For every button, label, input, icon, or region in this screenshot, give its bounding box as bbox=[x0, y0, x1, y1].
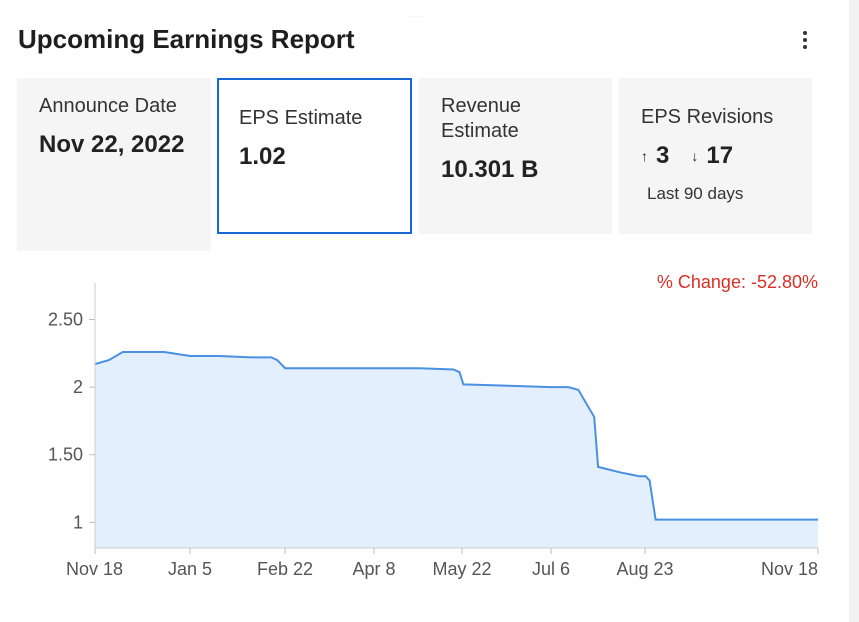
revisions-down-count: 17 bbox=[706, 142, 734, 169]
eps-revisions-counts: ↑ 3 ↓ 17 bbox=[641, 142, 792, 170]
x-tick-label: Jul 6 bbox=[532, 559, 570, 579]
x-tick-label: Jan 5 bbox=[168, 559, 212, 579]
revenue-estimate-label: Revenue Estimate bbox=[441, 95, 522, 142]
eps-estimate-label: EPS Estimate bbox=[239, 107, 363, 129]
revenue-estimate-card[interactable]: Revenue Estimate 10.301 B bbox=[419, 78, 612, 234]
announce-date-value: Nov 22, 2022 bbox=[39, 131, 185, 158]
x-tick-label: Feb 22 bbox=[257, 559, 313, 579]
revenue-estimate-value: 10.301 B bbox=[441, 156, 539, 183]
arrow-up-icon: ↑ bbox=[641, 148, 648, 164]
x-tick-label: Apr 8 bbox=[352, 559, 395, 579]
y-tick-label: 1.50 bbox=[48, 445, 83, 465]
revisions-period: Last 90 days bbox=[647, 184, 744, 203]
percent-change: % Change: -52.80% bbox=[656, 272, 818, 292]
announce-date-card[interactable]: Announce Date Nov 22, 2022 bbox=[17, 78, 211, 251]
drag-handle-icon[interactable]: ··· bbox=[410, 11, 423, 22]
more-options-button[interactable] bbox=[790, 24, 820, 56]
y-tick-label: 2.50 bbox=[48, 310, 83, 330]
x-tick-label: May 22 bbox=[432, 559, 491, 579]
eps-revisions-label: EPS Revisions bbox=[641, 106, 774, 128]
announce-date-label: Announce Date bbox=[39, 95, 177, 117]
eps-revisions-card[interactable]: EPS Revisions ↑ 3 ↓ 17 Last 90 days bbox=[619, 78, 812, 234]
eps-estimate-card[interactable]: EPS Estimate 1.02 bbox=[217, 78, 412, 234]
y-tick-label: 2 bbox=[73, 377, 83, 397]
scrollbar[interactable] bbox=[849, 0, 859, 622]
more-options-icon bbox=[803, 31, 807, 35]
eps-series-line bbox=[94, 351, 818, 521]
arrow-down-icon: ↓ bbox=[691, 148, 699, 164]
x-tick-label: Nov 18 bbox=[761, 559, 818, 579]
eps-area-fill bbox=[95, 352, 818, 548]
page-title: Upcoming Earnings Report bbox=[18, 24, 355, 54]
x-tick-label: Nov 18 bbox=[66, 559, 123, 579]
x-tick-label: Aug 23 bbox=[616, 559, 673, 579]
more-options-icon-dot bbox=[803, 38, 807, 42]
more-options-icon-dot bbox=[803, 45, 807, 49]
revisions-up-count: 3 bbox=[656, 142, 670, 169]
y-tick-label: 1 bbox=[73, 512, 83, 532]
eps-estimate-value: 1.02 bbox=[239, 143, 286, 170]
